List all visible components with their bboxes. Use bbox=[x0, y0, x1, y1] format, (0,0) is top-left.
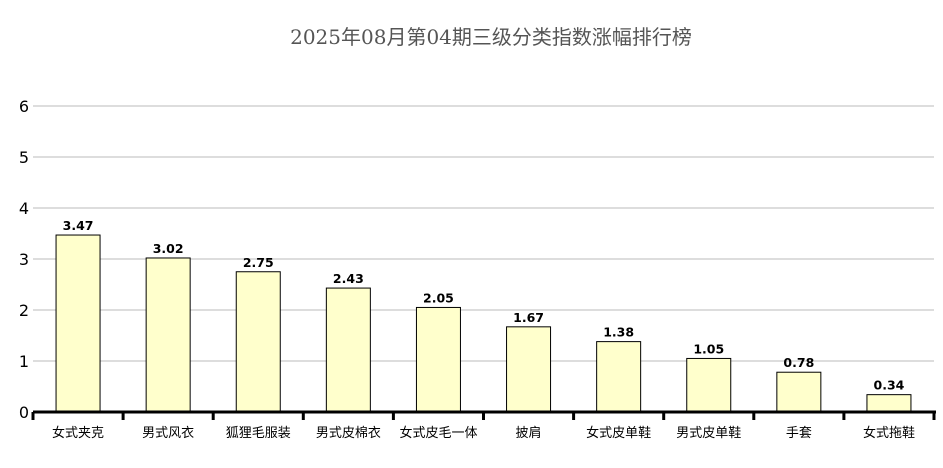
data-label: 2.75 bbox=[243, 255, 274, 270]
x-tick-label: 男式风衣 bbox=[142, 425, 194, 441]
bar bbox=[596, 341, 642, 413]
y-tick-label: 2 bbox=[19, 301, 29, 320]
x-tick-label: 女式拖鞋 bbox=[863, 425, 915, 441]
x-tick-label: 披肩 bbox=[516, 425, 542, 441]
x-tick-label: 女式皮单鞋 bbox=[586, 425, 651, 441]
y-tick-label: 1 bbox=[19, 352, 29, 371]
bar bbox=[145, 257, 191, 413]
y-tick-label: 4 bbox=[19, 199, 29, 218]
y-tick-label: 6 bbox=[19, 97, 29, 116]
data-label: 2.05 bbox=[423, 290, 454, 305]
y-tick-label: 0 bbox=[19, 403, 29, 422]
data-label: 3.47 bbox=[63, 218, 94, 233]
y-axis-ticks: 0 1 2 3 4 5 6 bbox=[19, 97, 29, 422]
y-tick-label: 3 bbox=[19, 250, 29, 269]
bar bbox=[55, 234, 101, 413]
bar bbox=[235, 271, 281, 413]
data-label: 1.05 bbox=[693, 341, 724, 356]
data-label: 3.02 bbox=[153, 241, 184, 256]
y-tick-label: 5 bbox=[19, 148, 29, 167]
bar bbox=[506, 326, 552, 413]
data-label: 0.78 bbox=[783, 355, 814, 370]
bar bbox=[325, 287, 371, 413]
bars bbox=[55, 234, 912, 413]
data-label: 0.34 bbox=[874, 378, 905, 393]
data-label: 1.38 bbox=[603, 325, 634, 340]
x-tick-label: 狐狸毛服装 bbox=[226, 426, 291, 441]
chart-title: 2025年08月第04期三级分类指数涨幅排行榜 bbox=[290, 25, 692, 49]
data-labels: 3.47 3.02 2.75 2.43 2.05 1.67 1.38 1.05 0.78 0.34 bbox=[63, 218, 905, 393]
x-tick-label: 男式皮单鞋 bbox=[676, 425, 741, 441]
bar bbox=[776, 371, 822, 413]
x-axis bbox=[31, 410, 936, 420]
x-tick-label: 女式夹克 bbox=[52, 425, 104, 441]
bar bbox=[686, 357, 732, 413]
bar bbox=[415, 306, 461, 413]
data-label: 2.43 bbox=[333, 271, 364, 286]
x-tick-label: 男式皮棉衣 bbox=[316, 425, 381, 441]
x-axis-ticks: 女式夹克 男式风衣 狐狸毛服装 男式皮棉衣 女式皮毛一体 披肩 女式皮单鞋 男式皮单鞋 手套 女式… bbox=[52, 425, 915, 441]
x-tick-label: 女式皮毛一体 bbox=[399, 425, 477, 441]
x-tick-label: 手套 bbox=[786, 425, 812, 441]
bar bbox=[866, 394, 912, 413]
data-label: 1.67 bbox=[513, 310, 544, 325]
